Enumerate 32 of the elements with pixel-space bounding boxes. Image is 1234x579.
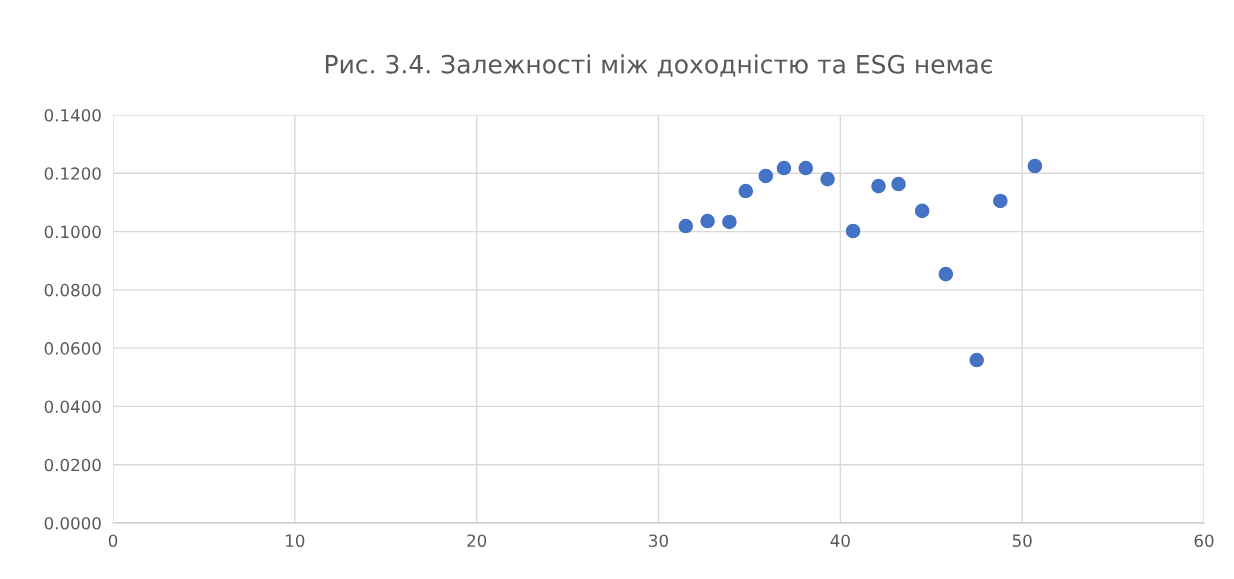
y-tick-label: 0.1400 [44,108,101,122]
x-tick-label: 0 [108,534,118,548]
y-tick-label: 0.0200 [44,458,101,472]
x-tick-label: 50 [1012,534,1032,548]
point [738,183,754,199]
point [1027,158,1043,174]
x-tick-label: 10 [286,534,305,548]
point [993,193,1008,209]
point [758,168,774,184]
y-tick-label: 0.0600 [44,342,101,355]
point [938,266,954,282]
chart-title: Рис. 3.4. Залежності між доходністю та ESG немає [325,54,992,77]
point [798,160,814,176]
point [871,178,886,194]
x-tick-label: 40 [830,534,850,548]
point [820,171,835,187]
point [700,213,715,229]
point [722,214,737,230]
y-tick-label: 0.0400 [44,400,101,413]
point [914,203,930,219]
x-tick-label: 60 [1194,534,1214,548]
y-tick-label: 0.0800 [44,283,101,297]
point [891,176,906,192]
y-tick-label: 0.1200 [44,167,101,180]
y-tick-label: 0.1000 [44,225,101,239]
point [969,352,984,368]
x-tick-label: 20 [467,534,487,548]
point [678,218,694,234]
point [845,223,861,239]
point [776,160,792,176]
x-tick-label: 30 [649,534,668,548]
y-tick-label: 0.0000 [44,516,101,530]
